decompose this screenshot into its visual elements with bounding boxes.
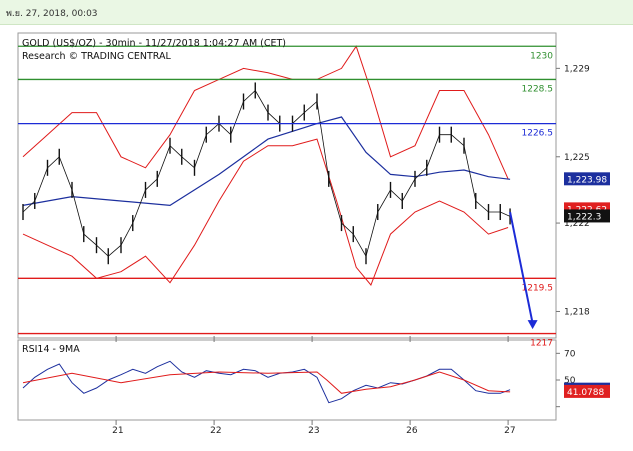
rsi-panel bbox=[17, 339, 557, 421]
moving-average-line bbox=[22, 116, 511, 207]
rsi-line bbox=[22, 360, 511, 404]
rsi-tick-label: 70 bbox=[564, 349, 576, 359]
chart-subtitle: Research © TRADING CENTRAL bbox=[22, 51, 171, 62]
top-bar: พ.ย. 27, 2018, 00:03 bbox=[0, 0, 633, 25]
rsi-title: RSI14 - 9MA bbox=[22, 344, 80, 355]
x-tick-label: 21 bbox=[112, 426, 123, 436]
price-tick-label: 1,218 bbox=[564, 307, 590, 317]
price-badges: 1,223.981,222.621,222.3 bbox=[564, 172, 610, 223]
close-line bbox=[22, 89, 511, 258]
price-series bbox=[22, 82, 511, 265]
projection-arrow bbox=[509, 211, 538, 330]
x-tick-label: 22 bbox=[210, 426, 221, 436]
support-resistance-levels: 1230 1228.5 1226.5 1219.5 1217 bbox=[18, 45, 556, 349]
rsi-badge-label: 41.0788 bbox=[567, 388, 604, 398]
price-tick-label: 1,222 bbox=[564, 219, 590, 229]
rsi-badge bbox=[564, 384, 610, 398]
moving-average-line bbox=[22, 116, 511, 207]
level-label: 1219.5 bbox=[522, 283, 554, 293]
x-tick-label: 27 bbox=[504, 426, 515, 436]
price-badge bbox=[564, 209, 610, 223]
price-tick-label: 1,229 bbox=[564, 64, 590, 74]
x-axis: 21 22 23 26 27 bbox=[112, 336, 516, 436]
rsi-series bbox=[22, 360, 511, 404]
level-label: 1228.5 bbox=[522, 84, 554, 94]
x-tick-label: 26 bbox=[406, 426, 418, 436]
arrow-head bbox=[527, 320, 538, 330]
x-tick-label: 23 bbox=[308, 426, 319, 436]
level-label: 1226.5 bbox=[522, 129, 554, 139]
level-label: 1217 bbox=[530, 339, 553, 349]
price-panel bbox=[17, 32, 557, 339]
price-axis: 1,218 1,222 1,225 1,229 bbox=[556, 64, 590, 317]
price-badge bbox=[564, 172, 610, 186]
timestamp: พ.ย. 27, 2018, 00:03 bbox=[6, 9, 98, 19]
bollinger-bands bbox=[22, 45, 509, 286]
arrow-shaft bbox=[509, 211, 534, 324]
band-upper-line bbox=[22, 45, 509, 180]
price-badge-label: 1,222.3 bbox=[567, 212, 601, 222]
rsi-axis: 50 70 bbox=[556, 349, 576, 408]
rsi-badges: 42.745141.0788 bbox=[564, 382, 610, 398]
price-tick-label: 1,225 bbox=[564, 153, 590, 163]
price-badge-label: 1,223.98 bbox=[567, 175, 607, 185]
rsi-tick-label: 50 bbox=[564, 376, 576, 386]
rsi-ma-line bbox=[22, 371, 511, 394]
level-label: 1230 bbox=[530, 51, 553, 61]
band-lower-line bbox=[22, 138, 509, 286]
chart-title: GOLD (US$/OZ) - 30min - 11/27/2018 1:04:… bbox=[22, 38, 286, 49]
